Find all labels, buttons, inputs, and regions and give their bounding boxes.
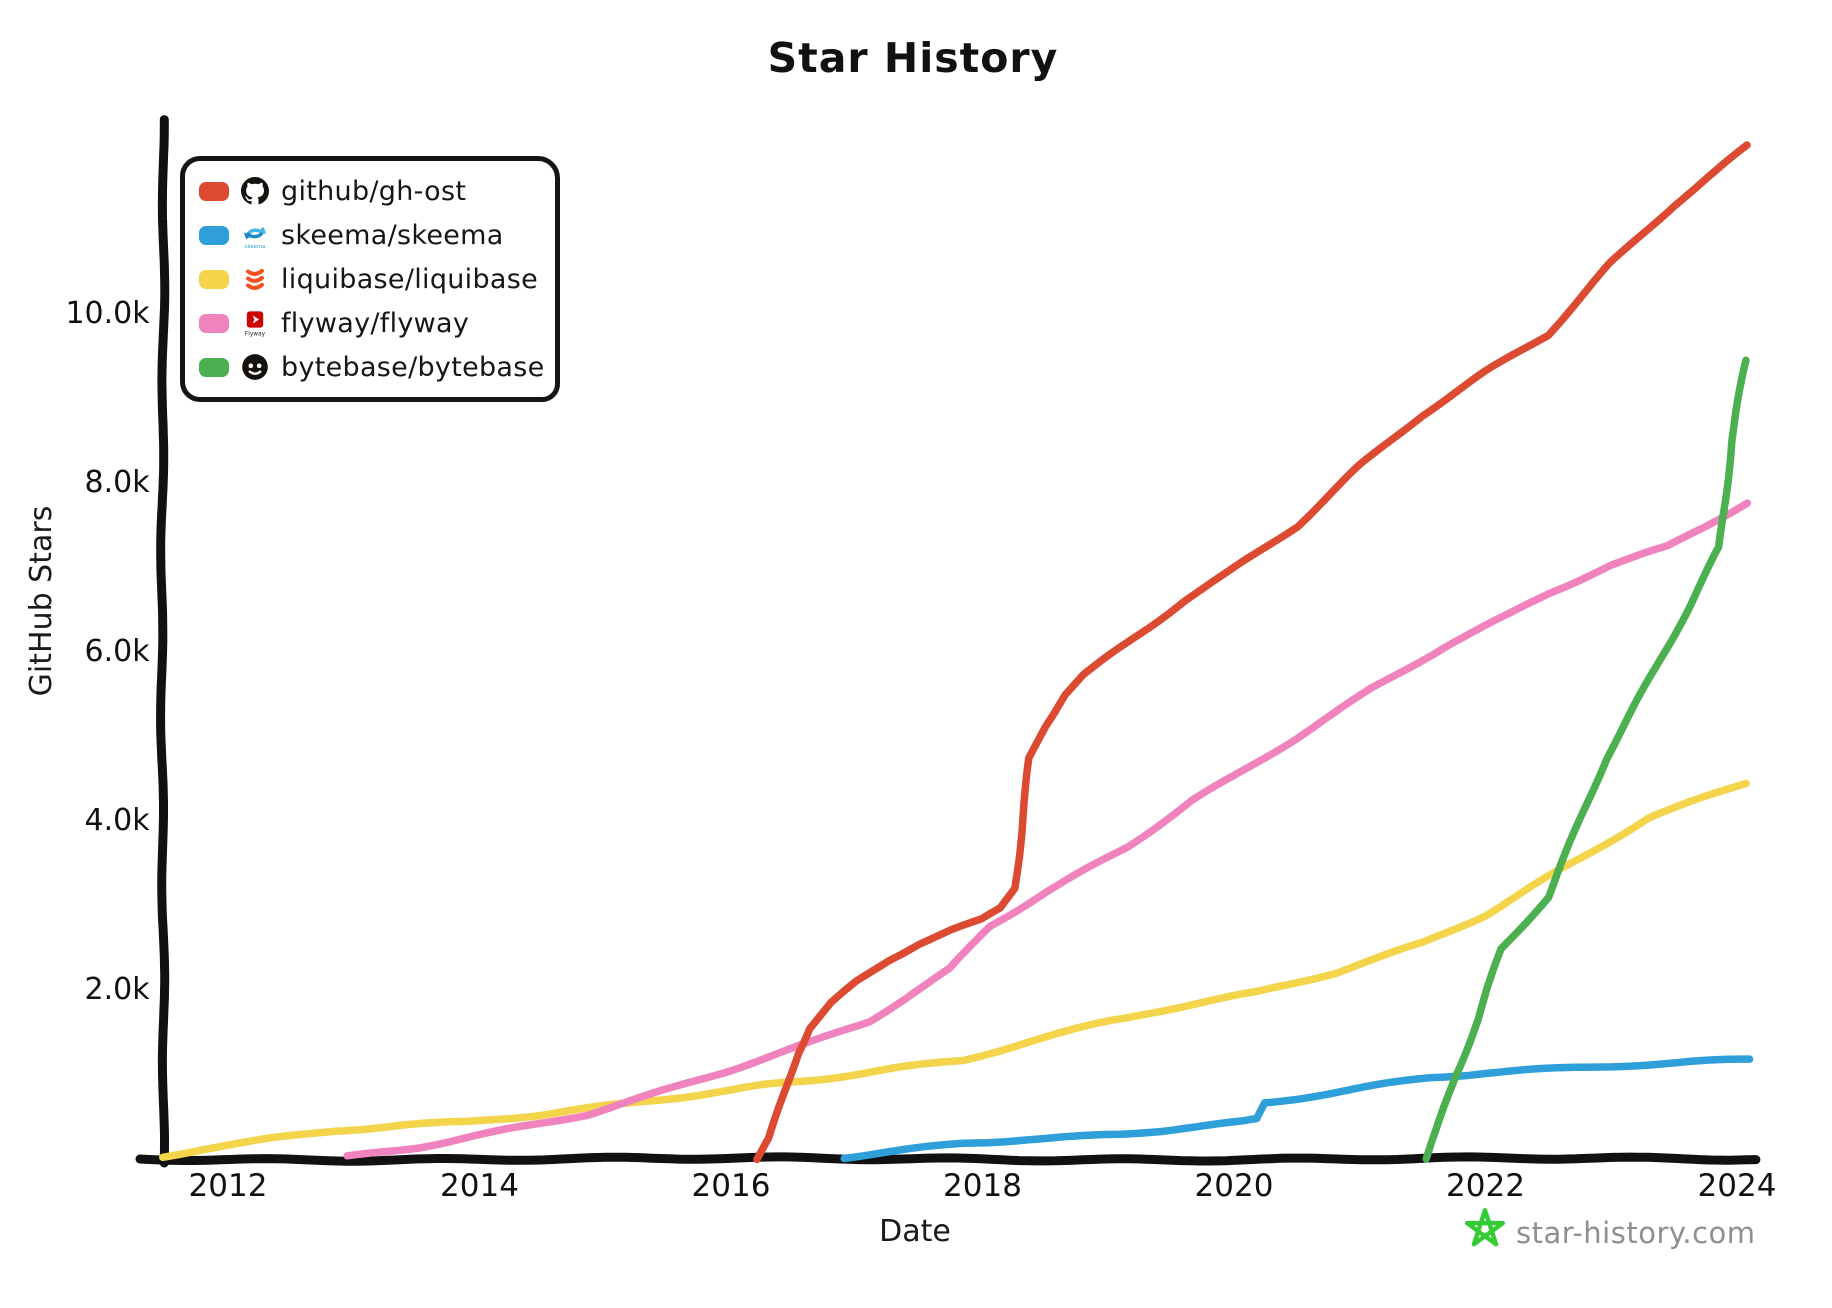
skeema-logo-icon: skeema — [241, 221, 269, 249]
y-tick-label: 8.0k — [84, 465, 150, 500]
legend-swatch — [199, 181, 229, 201]
legend-item-gh-ost: github/gh-ost — [199, 171, 541, 211]
legend-item-liquibase: liquibase/liquibase — [199, 259, 541, 299]
x-tick-label: 2020 — [1194, 1168, 1274, 1204]
x-tick-label: 2022 — [1446, 1168, 1525, 1204]
legend-swatch — [199, 357, 229, 377]
flyway-logo-icon: Flyway — [241, 309, 269, 337]
watermark: star-history.com — [1464, 1208, 1756, 1254]
svg-text:Flyway: Flyway — [245, 331, 266, 337]
x-tick-label: 2024 — [1697, 1168, 1777, 1204]
series-line-skeema-skeema — [840, 1055, 1754, 1163]
y-tick-label: 10.0k — [65, 296, 150, 331]
legend-swatch — [199, 313, 229, 333]
watermark-text: star-history.com — [1516, 1216, 1756, 1250]
legend-item-flyway: Flyway flyway/flyway — [199, 303, 541, 343]
liquibase-logo-icon — [241, 265, 269, 293]
series-line-flyway-flyway — [343, 499, 1752, 1160]
y-axis-title: GitHub Stars — [24, 505, 59, 697]
bytebase-logo-icon — [241, 353, 269, 381]
legend-label: skeema/skeema — [281, 219, 504, 251]
legend-label: liquibase/liquibase — [281, 263, 539, 295]
star-icon — [1464, 1208, 1506, 1254]
series-line-bytebase-bytebase — [1422, 356, 1750, 1163]
legend-label: bytebase/bytebase — [281, 351, 545, 383]
x-tick-label: 2018 — [943, 1168, 1022, 1204]
legend-swatch — [199, 225, 229, 245]
x-tick-label: 2014 — [440, 1168, 519, 1204]
github-octocat-icon — [241, 177, 269, 205]
chart-title: Star History — [767, 34, 1059, 82]
legend-item-skeema: skeema skeema/skeema — [199, 215, 541, 255]
svg-text:skeema: skeema — [245, 244, 265, 249]
x-tick-label: 2012 — [188, 1168, 268, 1204]
legend-box: github/gh-ost skeema skeema/skeema — [180, 156, 560, 402]
legend-swatch — [199, 269, 229, 289]
y-tick-label: 2.0k — [84, 972, 150, 1007]
x-tick-label: 2016 — [691, 1168, 771, 1204]
legend-item-bytebase: bytebase/bytebase — [199, 347, 544, 387]
x-axis-title: Date — [879, 1214, 951, 1249]
legend-label: github/gh-ost — [281, 175, 467, 207]
y-axis-line — [156, 115, 170, 1168]
series-line-liquibase-liquibase — [159, 779, 1750, 1162]
legend-label: flyway/flyway — [281, 307, 470, 339]
y-tick-label: 4.0k — [84, 803, 150, 838]
y-tick-label: 6.0k — [84, 634, 150, 669]
series-line-github-gh-ost — [753, 141, 1751, 1164]
x-axis-line — [135, 1152, 1761, 1166]
